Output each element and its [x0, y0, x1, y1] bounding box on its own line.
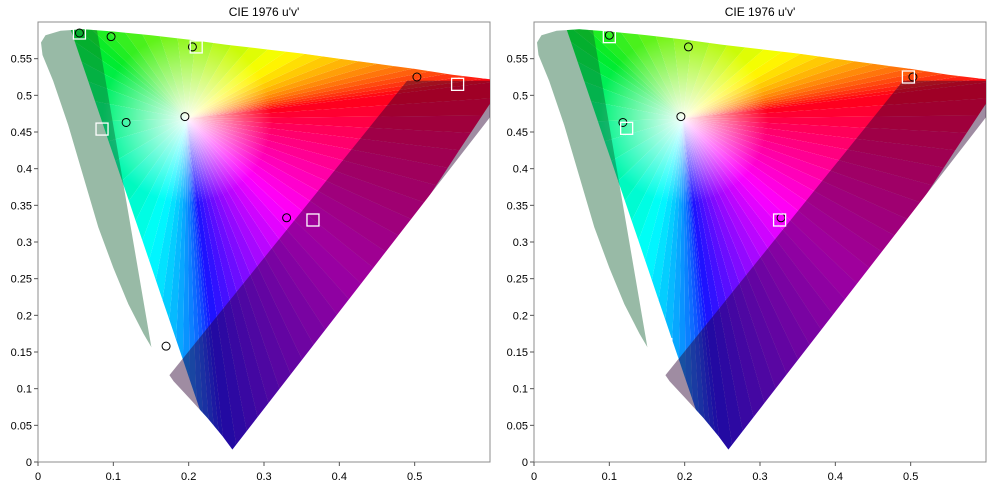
- target-point-square: [189, 40, 203, 54]
- chromaticity-diagram: [537, 29, 986, 450]
- target-point-square: [306, 213, 320, 227]
- y-tick-label: 0.05: [11, 420, 32, 432]
- x-tick-label: 0.5: [407, 471, 422, 483]
- y-tick-label: 0.15: [507, 347, 528, 359]
- measured-point-circle: [282, 213, 292, 223]
- chart-title: CIE 1976 u'v': [725, 5, 796, 19]
- x-tick-label: 0.3: [256, 471, 271, 483]
- chart-title: CIE 1976 u'v': [229, 5, 300, 19]
- measured-point-circle: [161, 341, 171, 351]
- chart-left: 0 0.1 0.2 0.3 0.4 0.5 0 0.05 0.1 0.15 0.2 0.25 0.3 0.…: [11, 5, 491, 483]
- target-point-square: [772, 213, 787, 227]
- y-tick-label: 0.2: [17, 310, 32, 322]
- measured-point-circle: [683, 42, 693, 52]
- y-tick-label: 0.5: [513, 90, 528, 102]
- measured-point-circle: [676, 112, 686, 122]
- measured-point-circle: [187, 42, 197, 52]
- measured-point-circle: [121, 117, 131, 127]
- target-point-square: [95, 122, 109, 136]
- markers: [72, 26, 465, 375]
- x-tick-label: 0.4: [828, 471, 843, 483]
- y-tick-label: 0.4: [513, 164, 528, 176]
- y-tick-label: 0.3: [17, 237, 32, 249]
- y-tick-label: 0.5: [17, 90, 32, 102]
- y-tick-label: 0: [522, 457, 528, 469]
- y-tick-label: 0.25: [11, 274, 32, 286]
- y-tick-label: 0: [26, 457, 32, 469]
- x-tick-label: 0: [35, 471, 41, 483]
- x-tick-label: 0.3: [752, 471, 767, 483]
- y-tick-label: 0.1: [17, 384, 32, 396]
- markers: [602, 30, 918, 352]
- chart-right: 0 0.1 0.2 0.3 0.4 0.5 0 0.05 0.1 0.15 0.2 0.25 0.3 0.…: [507, 5, 987, 483]
- x-tick-label: 0.2: [181, 471, 196, 483]
- measured-point-circle: [412, 72, 422, 82]
- target-point-square: [151, 361, 166, 375]
- y-tick-label: 0.35: [11, 200, 32, 212]
- y-tick-label: 0.4: [17, 164, 32, 176]
- y-tick-label: 0.35: [507, 200, 528, 212]
- x-tick-label: 0.5: [903, 471, 918, 483]
- measured-point-circle: [106, 32, 116, 42]
- x-tick-label: 0.1: [106, 471, 121, 483]
- y-tick-label: 0.45: [507, 127, 528, 139]
- target-point-square: [602, 30, 616, 44]
- y-tick-label: 0.25: [507, 274, 528, 286]
- target-point-square: [450, 77, 465, 91]
- y-tick-label: 0.3: [513, 237, 528, 249]
- y-tick-label: 0.2: [513, 310, 528, 322]
- x-tick-label: 0: [531, 471, 537, 483]
- measured-point-circle: [180, 112, 190, 122]
- x-tick-label: 0.4: [332, 471, 347, 483]
- y-tick-label: 0.55: [507, 54, 528, 66]
- y-tick-label: 0.45: [11, 127, 32, 139]
- y-tick-label: 0.05: [507, 420, 528, 432]
- target-point-square: [901, 70, 916, 84]
- target-point-square: [659, 338, 673, 352]
- x-tick-label: 0.2: [677, 471, 692, 483]
- y-tick-label: 0.1: [513, 384, 528, 396]
- x-tick-label: 0.1: [602, 471, 617, 483]
- y-tick-label: 0.15: [11, 347, 32, 359]
- target-point-square: [620, 121, 634, 135]
- measured-point-circle: [908, 72, 918, 82]
- measured-point-circle: [74, 28, 84, 38]
- target-point-square: [72, 26, 87, 40]
- y-tick-label: 0.55: [11, 54, 32, 66]
